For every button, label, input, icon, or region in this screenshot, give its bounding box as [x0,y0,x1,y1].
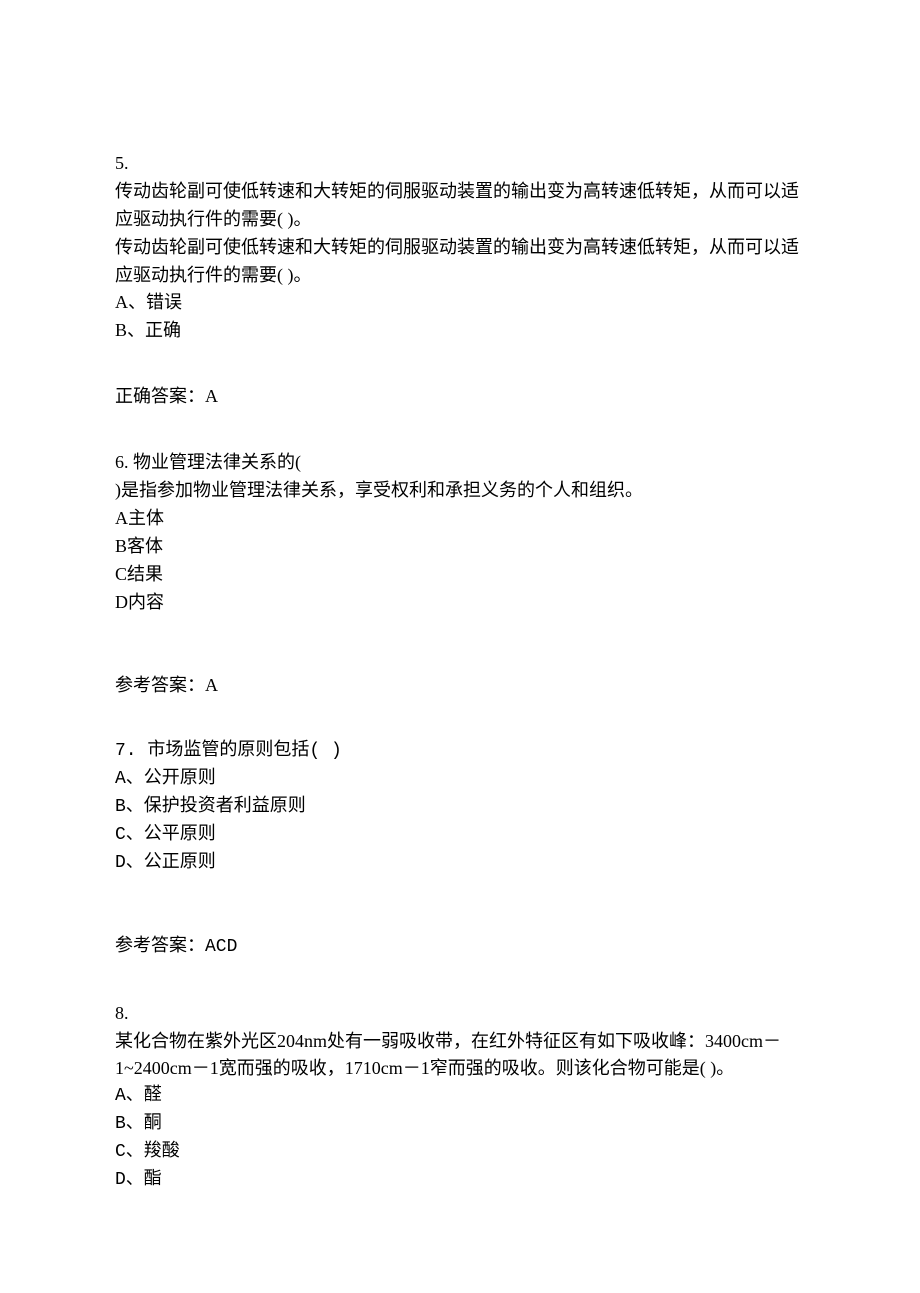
question-stem-prefix: 物业管理法律关系的( [129,452,302,472]
question-8: 8. 某化合物在紫外光区204nm处有一弱吸收带，在红外特征区有如下吸收峰：34… [115,1000,805,1195]
question-number-line: 7. 市场监管的原则包括( ) [115,738,805,766]
question-stem-line: 某化合物在紫外光区204nm处有一弱吸收带，在红外特征区有如下吸收峰：3400c… [115,1028,805,1084]
question-option: A、公开原则 [115,766,805,794]
question-option: B客体 [115,533,805,561]
question-option: B、正确 [115,317,805,345]
question-stem-line: )是指参加物业管理法律关系，享受权利和承担义务的个人和组织。 [115,477,805,505]
question-stem-prefix: 市场监管的原则包括( ) [137,741,342,761]
question-number: 5. [115,150,805,178]
answer-label: 正确答案：A [115,383,805,411]
question-option: A、错误 [115,289,805,317]
question-option: A主体 [115,505,805,533]
question-7: 7. 市场监管的原则包括( ) A、公开原则 B、保护投资者利益原则 C、公平原… [115,738,805,961]
question-number: 8. [115,1000,805,1028]
question-option: D、公正原则 [115,850,805,878]
question-option: C、公平原则 [115,822,805,850]
question-option: A、醛 [115,1083,805,1111]
question-option: B、酮 [115,1111,805,1139]
question-number: 6. [115,452,129,472]
question-number-line: 6. 物业管理法律关系的( [115,449,805,477]
question-stem-line: 传动齿轮副可使低转速和大转矩的伺服驱动装置的输出变为高转速低转矩，从而可以适应驱… [115,234,805,290]
question-6: 6. 物业管理法律关系的( )是指参加物业管理法律关系，享受权利和承担义务的个人… [115,449,805,700]
answer-label: 参考答案：A [115,672,805,700]
question-5: 5. 传动齿轮副可使低转速和大转矩的伺服驱动装置的输出变为高转速低转矩，从而可以… [115,150,805,411]
question-option: C结果 [115,561,805,589]
question-option: B、保护投资者利益原则 [115,794,805,822]
answer-label: 参考答案：ACD [115,934,805,962]
question-number: 7. [115,741,137,761]
question-option: C、羧酸 [115,1139,805,1167]
question-stem-line: 传动齿轮副可使低转速和大转矩的伺服驱动装置的输出变为高转速低转矩，从而可以适应驱… [115,178,805,234]
question-option: D内容 [115,589,805,617]
